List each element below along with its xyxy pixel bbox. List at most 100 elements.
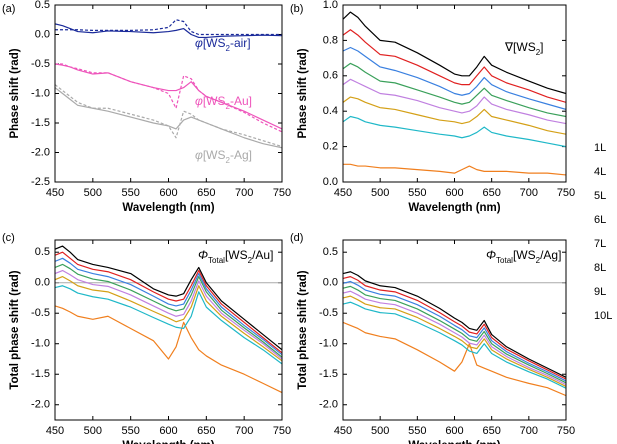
annotation-part: 2: [248, 256, 253, 265]
x-tick-label: 550: [121, 425, 139, 437]
legend-entry: 8L: [594, 262, 606, 274]
annotation-part: φ: [195, 36, 203, 50]
y-tick-label: 0.6: [323, 70, 338, 82]
series-line: [343, 96, 566, 135]
x-tick-label: 600: [159, 187, 177, 199]
x-tick-label: 600: [445, 187, 463, 199]
series-line: [343, 280, 566, 382]
y-tick-label: 0.0: [323, 277, 338, 289]
panel-label: (b): [290, 3, 303, 15]
y-tick-label: -0.5: [31, 58, 50, 70]
series-line: [55, 276, 282, 362]
y-tick-label: -0.5: [31, 307, 50, 319]
plot-frame: [342, 239, 567, 421]
x-tick-label: 550: [408, 425, 426, 437]
x-tick-label: 700: [235, 425, 253, 437]
y-tick-label: 1.0: [323, 0, 338, 11]
series-line: [343, 29, 566, 103]
series-line: [343, 163, 566, 176]
y-tick-label: 0.5: [323, 246, 338, 258]
y-tick-label: 0.0: [35, 277, 50, 289]
y-tick-label: -1.5: [31, 368, 50, 380]
x-tick-label: 700: [520, 187, 538, 199]
y-tick-label: -2.5: [31, 176, 50, 188]
annotation-part: Total: [496, 256, 513, 265]
y-tick-label: 0.8: [323, 34, 338, 46]
series-line: [343, 271, 566, 378]
x-axis-label: Wavelength (nm): [122, 440, 214, 444]
annotation-part: 2: [536, 48, 541, 57]
annotation: ∇[WS2]: [504, 40, 544, 56]
x-tick-label: 550: [408, 187, 426, 199]
annotation-part: Φ: [486, 248, 496, 262]
plot-frame: [54, 4, 283, 183]
x-tick-label: 650: [197, 425, 215, 437]
series-line: [343, 11, 566, 95]
x-tick-label: 500: [84, 425, 102, 437]
series-line: [343, 290, 566, 386]
x-tick-label: 500: [371, 425, 389, 437]
annotation-part: 2: [536, 256, 541, 265]
series-line: [55, 269, 282, 360]
x-tick-label: 500: [84, 187, 102, 199]
annotation-part: -Ag]: [230, 148, 252, 162]
annotation-part: 2: [226, 44, 231, 53]
x-axis-label: Wavelength (nm): [122, 202, 214, 214]
legend-entry: 9L: [594, 286, 606, 298]
annotation-part: [WS: [203, 36, 226, 50]
series-line: [343, 295, 566, 387]
x-tick-label: 700: [235, 187, 253, 199]
series-line: [55, 63, 282, 133]
annotation-part: [WS: [203, 94, 226, 108]
x-tick-label: 650: [482, 187, 500, 199]
annotation-part: ∇[WS: [504, 40, 536, 54]
series-line: [55, 285, 282, 365]
annotation-part: -air]: [230, 36, 251, 50]
plot-frame: [54, 239, 283, 421]
annotation: ΦTotal[WS2/Au]: [198, 248, 273, 264]
annotation: φ[WS2-air]: [195, 36, 251, 52]
series-line: [55, 263, 282, 358]
series-line: [55, 257, 282, 356]
annotation-part: Φ: [198, 248, 208, 262]
annotation-part: [WS: [513, 248, 536, 262]
series-line: [343, 115, 566, 148]
series-line: [55, 245, 282, 351]
annotation-part: 2: [226, 102, 231, 111]
x-tick-label: 500: [371, 187, 389, 199]
annotation-part: φ: [195, 94, 203, 108]
x-tick-label: 700: [520, 425, 538, 437]
series-line: [343, 321, 566, 397]
series-line: [343, 301, 566, 389]
series-line: [55, 305, 282, 394]
x-tick-label: 600: [445, 425, 463, 437]
y-tick-label: -1.5: [31, 117, 50, 129]
legend-entry: 7L: [594, 238, 606, 250]
y-axis-label: Total phase shift (rad): [297, 270, 309, 389]
panel-label: (a): [2, 3, 15, 15]
y-tick-label: -0.5: [319, 307, 338, 319]
legend-entry: 1L: [594, 142, 606, 154]
y-tick-label: 0.5: [35, 246, 50, 258]
y-tick-label: -2.0: [31, 146, 50, 158]
x-tick-label: 450: [46, 425, 64, 437]
annotation-part: ]: [540, 40, 543, 54]
annotation-part: φ: [195, 148, 203, 162]
y-tick-label: 0.0: [35, 28, 50, 40]
y-tick-label: 0.2: [323, 141, 338, 153]
annotation-part: -Au]: [230, 94, 252, 108]
x-tick-label: 650: [197, 187, 215, 199]
x-tick-label: 750: [557, 425, 575, 437]
series-line: [343, 46, 566, 111]
legend-entry: 6L: [594, 214, 606, 226]
y-tick-label: 0.0: [323, 176, 338, 188]
y-tick-label: 0.5: [35, 0, 50, 11]
y-tick-label: -1.5: [319, 368, 338, 380]
plot-frame: [342, 4, 567, 183]
legend-entry: 10L: [594, 310, 612, 322]
y-axis-label: Phase shift (rad): [297, 48, 309, 138]
x-tick-label: 450: [46, 187, 64, 199]
x-tick-label: 550: [121, 187, 139, 199]
x-tick-label: 600: [159, 425, 177, 437]
